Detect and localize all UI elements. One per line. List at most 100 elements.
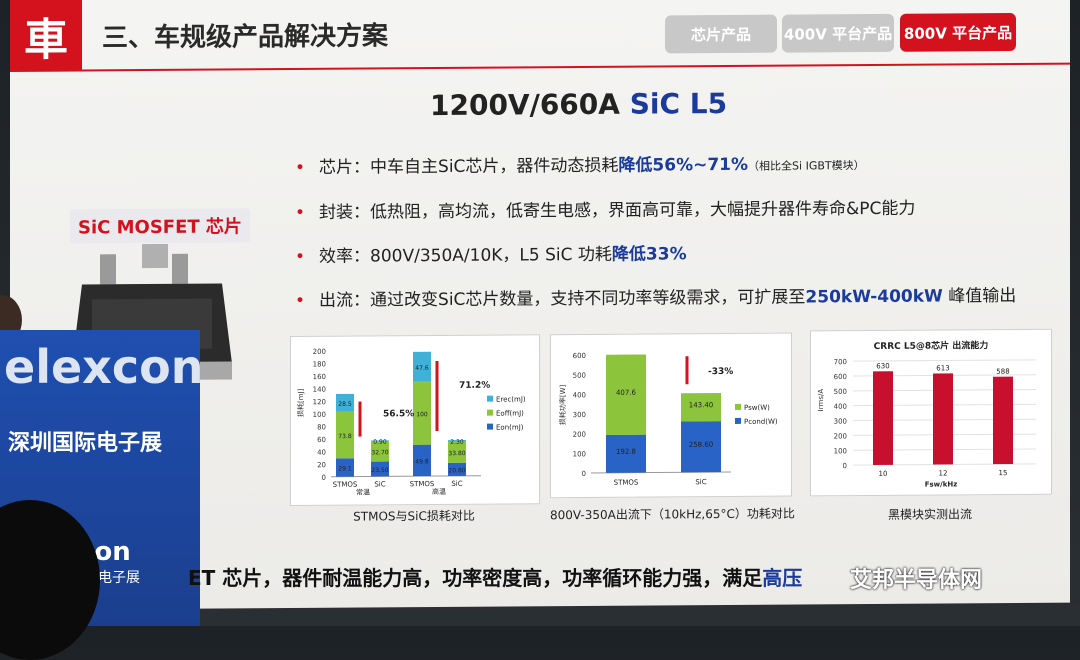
y-tick-label: 300: [573, 411, 586, 419]
tab-chip-products[interactable]: 芯片产品: [665, 14, 777, 54]
legend-label: Erec(mJ): [496, 395, 526, 403]
headline-model: SiC L5: [629, 86, 728, 121]
stacked-bar-segment: [413, 444, 431, 477]
grid-line: [853, 359, 1036, 362]
y-tick-label: 100: [834, 447, 847, 455]
bar-value-label: 28.5: [338, 401, 352, 408]
bullet-highlight: 250kW-400kW: [805, 286, 943, 308]
bullet-chip: • 芯片：中车自主SiC芯片，器件动态损耗降低56%~71%（相比全Si IGBT…: [295, 149, 865, 178]
legend-swatch: [487, 409, 493, 416]
stacked-bar-segment: [336, 458, 354, 477]
y-tick-label: 160: [313, 373, 326, 381]
bar-value-label: 100: [416, 411, 428, 418]
bullet-text: 效率：800V/350A/10K，L5 SiC 功耗: [319, 244, 612, 267]
bullet-dot: •: [295, 157, 306, 179]
bar-value-label: 630: [876, 362, 889, 370]
y-tick-label: 0: [582, 470, 586, 478]
y-axis-label: Irms/A: [817, 389, 825, 412]
power-loss-chart-card: 0 100 200 300 400 500 600 损耗功率[W] STMOS SiC 192.8 4…: [550, 332, 792, 499]
bar-value-label: 143.40: [689, 401, 713, 409]
x-tick-label: 12: [939, 469, 948, 477]
x-tick-label: STMOS: [333, 481, 358, 489]
bullet-efficiency: • 效率：800V/350A/10K，L5 SiC 功耗降低33%: [295, 239, 687, 267]
y-tick-label: 200: [834, 432, 847, 440]
group-label: 常温: [356, 487, 370, 496]
stacked-bar-segment: [413, 381, 431, 445]
tab-800v-products[interactable]: 800V 平台产品: [900, 12, 1016, 52]
stacked-bar-segment: [336, 393, 354, 412]
bottom-summary-text: ET 芯片，器件耐温能力高，功率密度高，功率循环能力强，满足: [188, 566, 763, 590]
bullet-dot: •: [295, 246, 306, 268]
legend-label: Psw(W): [744, 404, 770, 412]
y-tick-label: 60: [317, 436, 326, 444]
bullet-dot: •: [295, 290, 306, 312]
loss-compare-chart-card: 0 20 40 60 80 100 120 140 160 180 200 损耗[mJ] 29.1 73.…: [290, 334, 540, 507]
bar-value-label: 73.8: [338, 433, 352, 440]
y-tick-label: 0: [322, 474, 326, 482]
output-capacity-chart-card: CRRC L5@8芯片 出流能力 0 100 200 300 400 500 600 700 Ir…: [810, 328, 1052, 497]
y-tick-label: 140: [313, 386, 326, 394]
stacked-bar-segment: [681, 392, 721, 422]
bullet-dot: •: [295, 202, 306, 224]
bullet-note: （相比全Si IGBT模块）: [748, 159, 865, 173]
legend-label: Eoff(mJ): [496, 409, 524, 417]
stacked-bar-segment: [681, 421, 721, 473]
logo-glyph: 車: [24, 14, 68, 66]
bar-value-label: 47.6: [415, 365, 429, 372]
x-tick-label: 15: [999, 469, 1008, 477]
legend-swatch: [487, 423, 493, 430]
bar-value-label: 23.50: [371, 467, 388, 474]
x-tick-label: SiC: [451, 480, 462, 488]
stacked-bar-segment: [448, 441, 466, 463]
y-axis-label: 损耗功率[W]: [558, 384, 567, 425]
power-loss-chart: 0 100 200 300 400 500 600 损耗功率[W] STMOS SiC 192.8 4…: [558, 352, 778, 487]
legend-swatch: [735, 417, 741, 424]
tab-400v-products[interactable]: 400V 平台产品: [782, 13, 894, 53]
bullet-text: 封装：低热阻，高均流，低寄生电感，界面高可靠，大幅提升器件寿命&PC能力: [319, 198, 916, 223]
legend-label: Eon(mJ): [496, 423, 524, 431]
header-divider: [82, 62, 1070, 72]
stacked-bar-segment: [413, 351, 431, 382]
bar-value-label: 29.1: [338, 465, 352, 472]
bar: [873, 371, 893, 465]
x-tick-label: STMOS: [410, 480, 435, 488]
y-tick-label: 200: [313, 348, 326, 356]
bar-value-label: 32.70: [371, 449, 388, 456]
reduction-label: 71.2%: [459, 381, 490, 391]
output-capacity-caption: 黑模块实测出流: [887, 507, 972, 522]
chart-title: CRRC L5@8芯片 出流能力: [874, 339, 989, 352]
bar: [933, 373, 953, 465]
y-tick-label: 80: [317, 423, 326, 431]
legend-swatch: [735, 403, 741, 410]
y-tick-label: 100: [313, 411, 326, 419]
y-tick-label: 400: [834, 403, 847, 411]
bullet-text: 出流：通过改变SiC芯片数量，支持不同功率等级需求，可扩展至: [319, 287, 806, 311]
y-tick-label: 500: [834, 388, 847, 396]
legend-swatch: [487, 395, 493, 402]
y-tick-label: 500: [573, 372, 586, 380]
bullet-package: • 封装：低热阻，高均流，低寄生电感，界面高可靠，大幅提升器件寿命&PC能力: [295, 194, 915, 223]
slide: 車 三、车规级产品解决方案 芯片产品 400V 平台产品 800V 平台产品 1…: [10, 0, 1070, 611]
headline-rating: 1200V/660A: [430, 87, 630, 123]
bar-value-label: 407.6: [616, 389, 637, 397]
reduction-label: 56.5%: [383, 409, 414, 419]
bottom-summary-highlight: 高压: [762, 566, 803, 590]
bar-value-label: 258.60: [689, 441, 713, 449]
y-tick-label: 100: [573, 450, 586, 458]
crrc-logo: 車: [10, 0, 82, 72]
stacked-bar-segment: [448, 462, 466, 476]
bar-value-label: 20.80: [448, 467, 465, 474]
watermark: 艾邦半导体网: [850, 568, 983, 593]
output-capacity-chart: CRRC L5@8芯片 出流能力 0 100 200 300 400 500 600 700 Ir…: [817, 339, 1036, 489]
loss-compare-chart: 0 20 40 60 80 100 120 140 160 180 200 损耗[mJ] 29.1 73.…: [296, 348, 526, 497]
bullet-text: 芯片：中车自主SiC芯片，器件动态损耗: [319, 155, 619, 178]
expo-logo-text: elexcon: [4, 340, 204, 394]
bar-value-label: 33.80: [448, 450, 465, 457]
bar-value-label: 2.30: [450, 439, 464, 446]
y-tick-label: 200: [573, 431, 586, 439]
bullet-highlight: 降低56%~71%: [618, 154, 749, 176]
bar-value-label: 192.8: [616, 448, 636, 456]
bullet-output: • 出流：通过改变SiC芯片数量，支持不同功率等级需求，可扩展至250kW-400…: [295, 281, 1016, 311]
y-tick-label: 400: [573, 391, 586, 399]
stacked-bar-segment: [371, 440, 389, 442]
